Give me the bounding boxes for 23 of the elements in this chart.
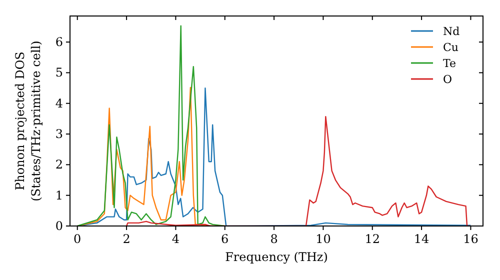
y-tick-label: 6 [55, 35, 63, 50]
legend-label: O [443, 73, 452, 86]
y-tick-label: 0 [55, 219, 63, 233]
line-series [76, 25, 226, 226]
legend-label: Cu [443, 41, 459, 54]
legend-label: Te [443, 57, 456, 70]
y-tick-label: 2 [55, 158, 63, 172]
legend-label: Nd [443, 25, 460, 38]
x-tick-label: 4 [172, 232, 180, 246]
y-axis-title: Phonon projected DOS (States/THz·primitive cell) [13, 40, 43, 202]
y-tick-label: 3 [55, 127, 63, 142]
y-tick-label: 5 [55, 66, 63, 80]
y-tick-label: 4 [55, 96, 64, 110]
x-tick-label: 16 [463, 232, 478, 246]
x-axis-title: Frequency (THz) [225, 250, 328, 264]
x-tick-label: 10 [316, 232, 331, 246]
x-tick-label: 8 [270, 232, 278, 246]
x-tick-label: 14 [414, 232, 430, 246]
x-tick-label: 6 [221, 232, 229, 246]
x-tick-label: 12 [364, 232, 380, 246]
y-tick-label: 1 [55, 188, 63, 202]
x-tick-label: 0 [74, 232, 82, 246]
x-tick-label: 2 [122, 232, 130, 246]
